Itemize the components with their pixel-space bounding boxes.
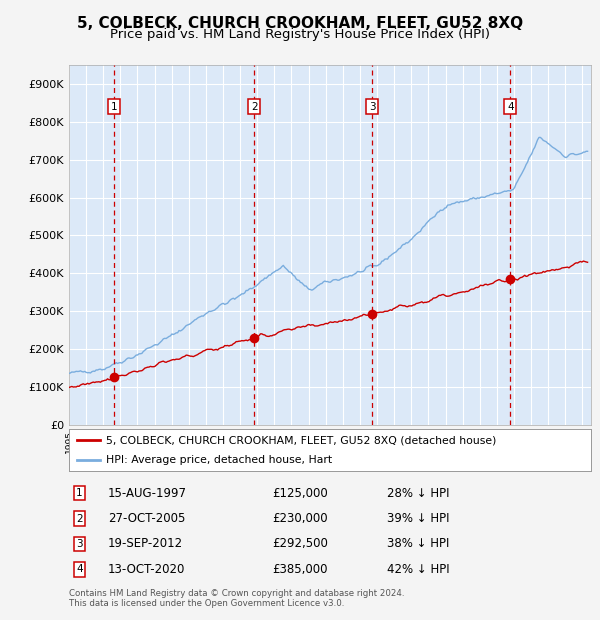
Text: 5, COLBECK, CHURCH CROOKHAM, FLEET, GU52 8XQ (detached house): 5, COLBECK, CHURCH CROOKHAM, FLEET, GU52… [106,435,496,445]
Text: 1: 1 [76,488,83,498]
Text: Price paid vs. HM Land Registry's House Price Index (HPI): Price paid vs. HM Land Registry's House … [110,28,490,41]
Text: HPI: Average price, detached house, Hart: HPI: Average price, detached house, Hart [106,455,332,465]
Text: 4: 4 [76,564,83,574]
Text: £385,000: £385,000 [272,563,328,576]
Text: £292,500: £292,500 [272,538,328,551]
Text: 38% ↓ HPI: 38% ↓ HPI [388,538,450,551]
Text: 3: 3 [369,102,376,112]
Text: 3: 3 [76,539,83,549]
Text: 13-OCT-2020: 13-OCT-2020 [108,563,185,576]
Text: Contains HM Land Registry data © Crown copyright and database right 2024.
This d: Contains HM Land Registry data © Crown c… [69,589,404,608]
Text: £125,000: £125,000 [272,487,328,500]
Text: 39% ↓ HPI: 39% ↓ HPI [388,512,450,525]
Text: 1: 1 [110,102,117,112]
Text: 15-AUG-1997: 15-AUG-1997 [108,487,187,500]
Text: 5, COLBECK, CHURCH CROOKHAM, FLEET, GU52 8XQ: 5, COLBECK, CHURCH CROOKHAM, FLEET, GU52… [77,16,523,30]
Text: 19-SEP-2012: 19-SEP-2012 [108,538,183,551]
Text: 4: 4 [507,102,514,112]
Text: 28% ↓ HPI: 28% ↓ HPI [388,487,450,500]
Text: 2: 2 [76,513,83,523]
Text: 27-OCT-2005: 27-OCT-2005 [108,512,185,525]
Text: £230,000: £230,000 [272,512,328,525]
Text: 2: 2 [251,102,257,112]
Text: 42% ↓ HPI: 42% ↓ HPI [388,563,450,576]
